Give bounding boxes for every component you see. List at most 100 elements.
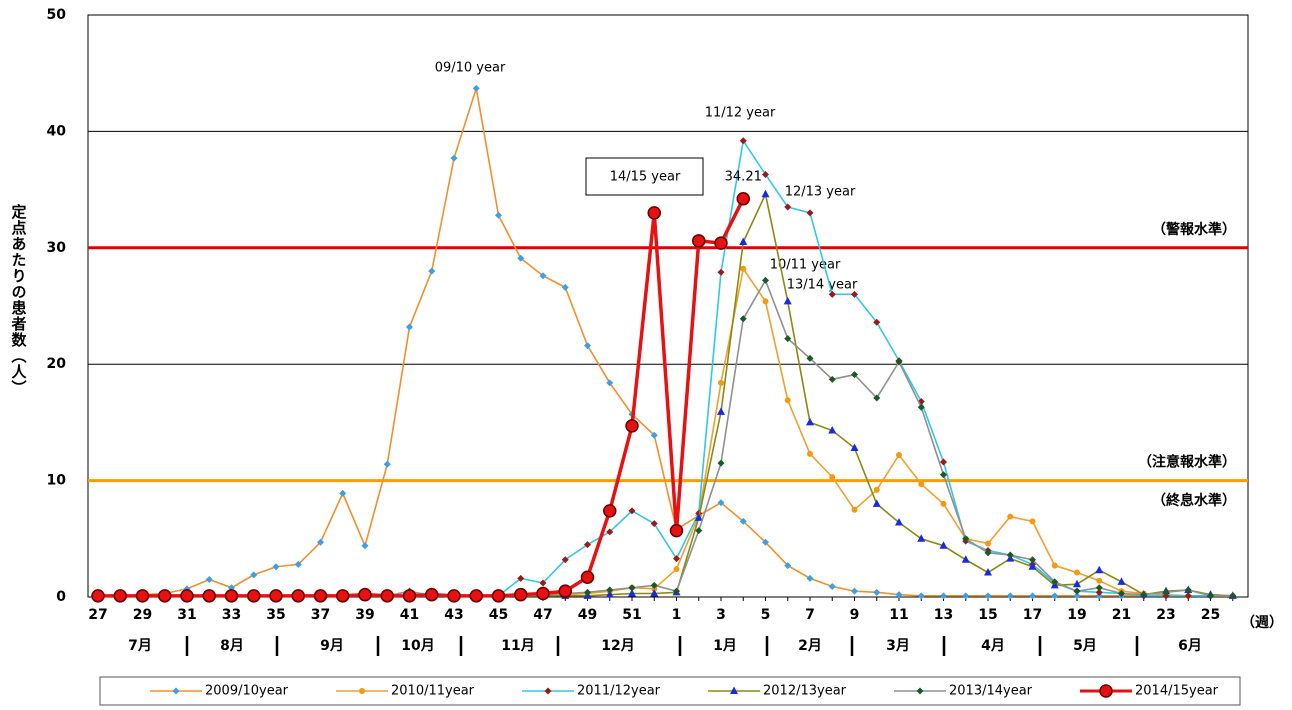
data-point xyxy=(1229,592,1237,600)
x-tick-label: 51 xyxy=(622,607,641,623)
data-point xyxy=(647,206,661,220)
data-point xyxy=(873,318,881,326)
month-label: 1月 xyxy=(713,638,737,654)
data-point xyxy=(1095,584,1103,592)
data-point xyxy=(158,589,172,603)
legend-label: 2014/15year xyxy=(1135,684,1219,699)
data-point xyxy=(406,323,413,331)
data-point xyxy=(224,589,239,603)
data-point xyxy=(1207,592,1214,600)
data-point xyxy=(447,589,461,603)
data-point xyxy=(603,504,617,518)
data-point xyxy=(272,563,280,571)
x-tick-label: 43 xyxy=(444,607,463,623)
data-point xyxy=(940,592,947,600)
data-point xyxy=(784,203,792,211)
data-point xyxy=(1073,587,1081,595)
data-point xyxy=(806,209,814,217)
data-point xyxy=(761,189,770,198)
x-tick-label: 45 xyxy=(489,607,508,623)
data-point xyxy=(336,589,350,603)
x-tick-label: 47 xyxy=(533,607,552,623)
data-point xyxy=(917,534,926,542)
data-point xyxy=(872,499,881,507)
plot-frame xyxy=(87,14,1249,598)
data-point xyxy=(895,358,903,366)
annotation: 11/12 year xyxy=(705,106,776,121)
data-point xyxy=(1029,518,1036,525)
data-point xyxy=(714,236,728,250)
annotation-box xyxy=(585,157,704,196)
data-point xyxy=(762,170,769,178)
data-point xyxy=(669,523,684,538)
month-label: 2月 xyxy=(798,638,822,654)
data-point xyxy=(650,520,658,528)
data-point xyxy=(1117,577,1126,585)
data-point xyxy=(828,426,837,434)
data-point xyxy=(180,589,194,603)
data-point xyxy=(558,584,572,598)
month-label: 10月 xyxy=(401,638,434,654)
data-point xyxy=(939,541,948,549)
data-point xyxy=(584,588,591,596)
data-point xyxy=(606,528,614,536)
legend-marker xyxy=(544,687,552,695)
x-tick-label: 37 xyxy=(311,607,330,623)
data-point xyxy=(205,576,213,584)
data-point xyxy=(828,375,836,383)
y-axis-label: 定点あたりの患者数（人） xyxy=(10,203,28,396)
data-point xyxy=(1051,578,1059,586)
data-point xyxy=(673,555,680,563)
data-point xyxy=(961,555,970,563)
data-point xyxy=(339,489,347,497)
x-tick-label: 15 xyxy=(978,607,997,623)
legend-label: 2013/14year xyxy=(949,684,1033,699)
data-point xyxy=(250,571,258,579)
data-point xyxy=(495,211,502,219)
data-point xyxy=(561,556,569,564)
data-point xyxy=(784,397,791,404)
data-point xyxy=(739,315,747,323)
data-point xyxy=(940,471,947,479)
data-point xyxy=(113,589,127,603)
data-point xyxy=(850,443,859,452)
x-tick-label: 33 xyxy=(222,607,241,623)
data-point xyxy=(1184,592,1192,600)
data-point xyxy=(450,154,458,162)
data-point xyxy=(580,570,595,584)
legend-marker xyxy=(730,686,738,694)
data-point xyxy=(1029,592,1036,600)
data-point xyxy=(625,419,639,433)
x-tick-label: 21 xyxy=(1112,607,1131,623)
data-point xyxy=(291,589,305,603)
data-point xyxy=(673,587,680,595)
legend-marker xyxy=(172,687,180,695)
data-point xyxy=(383,460,391,468)
y-tick-label: 20 xyxy=(47,356,67,372)
data-point xyxy=(1095,588,1103,596)
x-tick-label: 49 xyxy=(578,607,597,623)
x-tick-label: 39 xyxy=(355,607,374,623)
month-label: 3月 xyxy=(886,638,910,654)
data-point xyxy=(784,335,792,343)
data-point xyxy=(491,589,506,603)
data-point xyxy=(739,517,747,525)
data-point xyxy=(873,394,881,402)
x-tick-label: 3 xyxy=(716,607,726,623)
data-point xyxy=(851,587,858,595)
data-point xyxy=(1096,577,1103,584)
legend-label: 2009/10year xyxy=(205,684,289,699)
data-point xyxy=(694,513,703,521)
data-point xyxy=(940,500,947,507)
data-point xyxy=(514,587,528,602)
x-tick-label: 7 xyxy=(805,607,815,623)
data-point xyxy=(762,538,769,546)
data-point xyxy=(918,481,925,488)
data-point xyxy=(985,540,991,547)
data-point xyxy=(736,192,750,206)
data-point xyxy=(517,254,525,262)
data-point xyxy=(294,560,302,568)
data-point xyxy=(135,589,150,603)
month-label: 5月 xyxy=(1073,638,1097,654)
data-point xyxy=(1140,591,1148,599)
